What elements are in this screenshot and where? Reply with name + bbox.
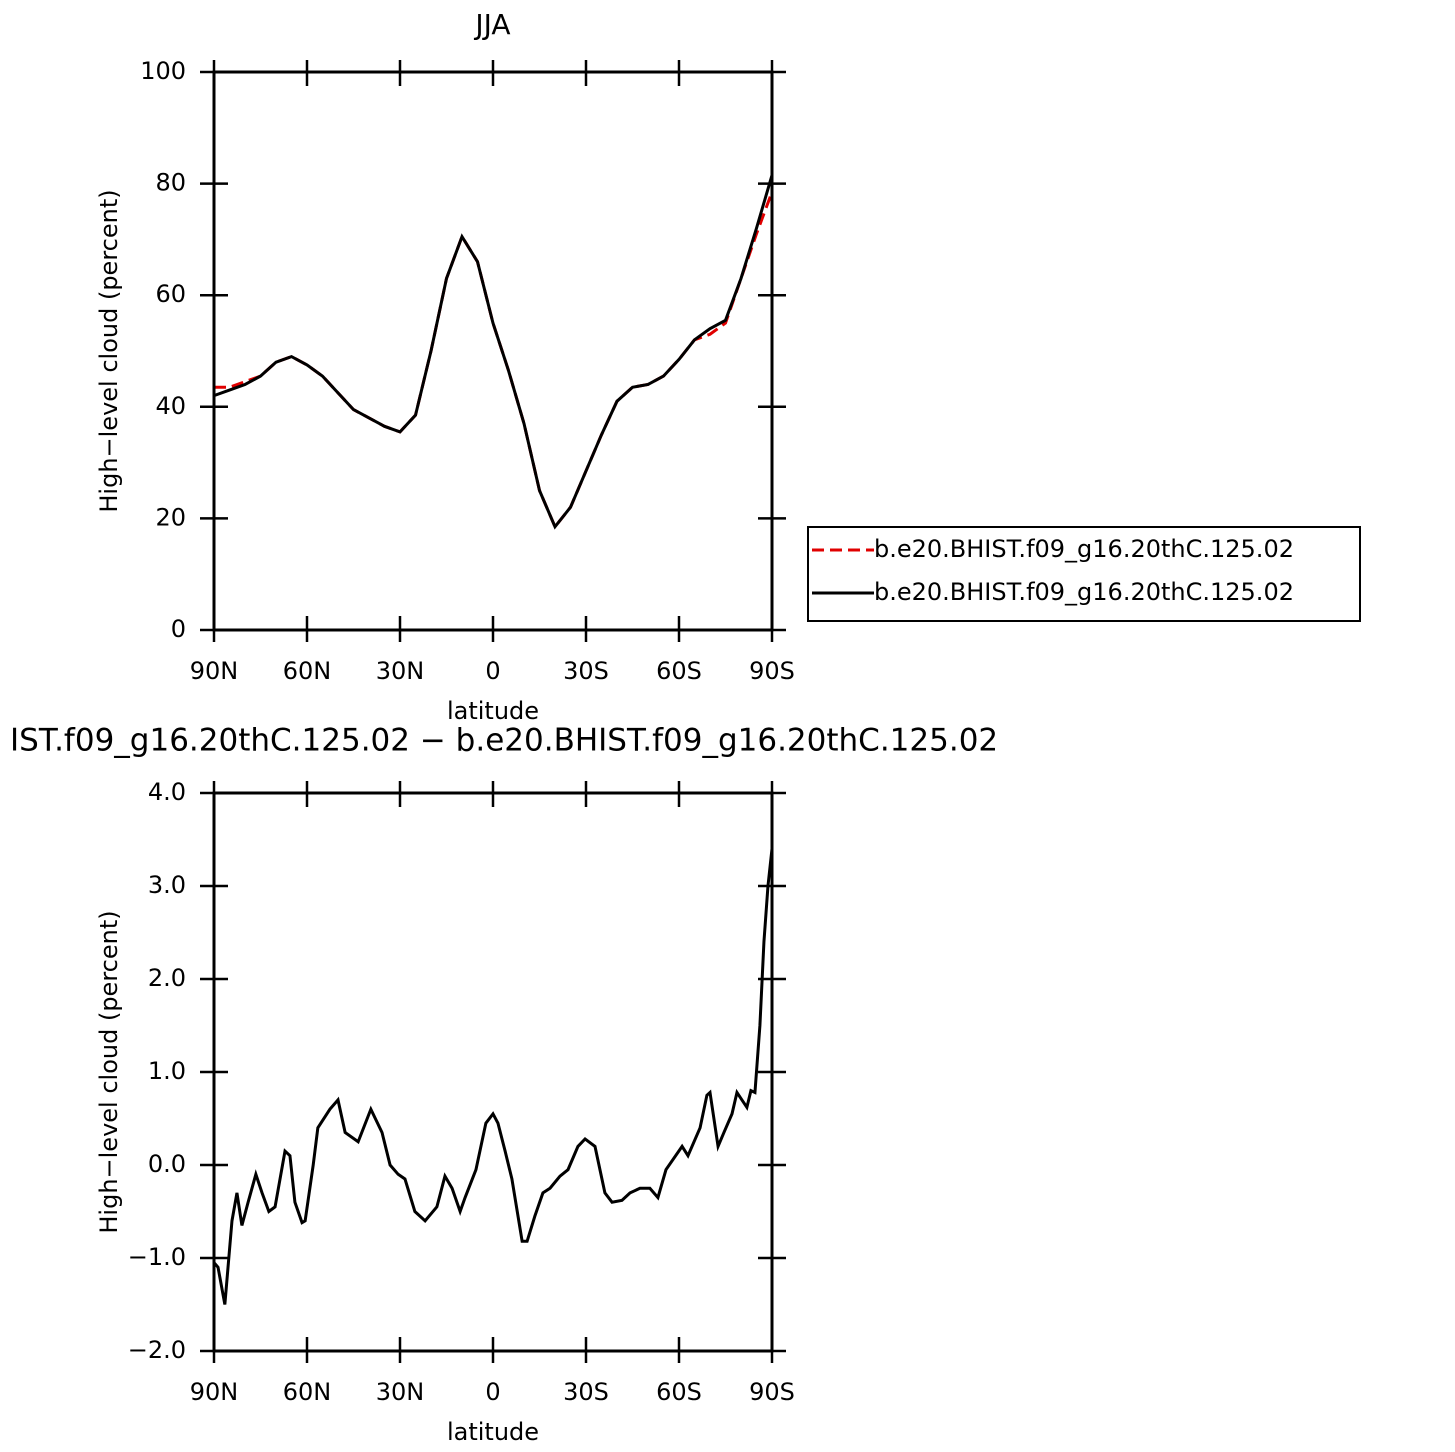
legend-box (807, 526, 1361, 622)
x-tick-label: 60N (283, 657, 332, 685)
y-tick-label: 20 (155, 503, 186, 531)
y-axis-label: High−level cloud (percent) (95, 910, 123, 1233)
chart-title: IST.f09_g16.20thC.125.02 − b.e20.BHIST.f… (10, 723, 998, 759)
chart-title: JJA (473, 8, 510, 41)
y-tick-label: 4.0 (148, 778, 186, 806)
x-tick-label: 90N (190, 1378, 239, 1406)
legend-label: b.e20.BHIST.f09_g16.20thC.125.02 (874, 535, 1294, 563)
x-tick-label: 30S (563, 657, 609, 685)
x-tick-label: 30S (563, 1378, 609, 1406)
data-line (213, 174, 774, 530)
y-tick-label: 100 (140, 57, 186, 85)
x-tick-label: 60S (656, 657, 702, 685)
y-tick-label: 0.0 (148, 1150, 186, 1178)
x-tick-label: 60S (656, 1378, 702, 1406)
y-tick-label: −1.0 (128, 1243, 186, 1271)
plot-frame (212, 791, 774, 1353)
x-axis-label: latitude (447, 697, 539, 725)
x-tick-label: 0 (485, 657, 500, 685)
x-tick-label: 30N (376, 657, 425, 685)
x-tick-label: 60N (283, 1378, 332, 1406)
y-axis-label: High−level cloud (percent) (95, 189, 123, 512)
data-line (212, 848, 774, 1305)
x-tick-label: 30N (376, 1378, 425, 1406)
plot-frame (212, 70, 774, 632)
x-tick-label: 90S (749, 657, 795, 685)
y-tick-label: 3.0 (148, 871, 186, 899)
x-tick-label: 90S (749, 1378, 795, 1406)
x-axis-label: latitude (447, 1418, 539, 1446)
legend-label: b.e20.BHIST.f09_g16.20thC.125.02 (874, 578, 1294, 606)
y-tick-label: 60 (155, 280, 186, 308)
x-tick-label: 90N (190, 657, 239, 685)
y-tick-label: 2.0 (148, 964, 186, 992)
y-tick-label: 1.0 (148, 1057, 186, 1085)
x-tick-label: 0 (485, 1378, 500, 1406)
y-tick-label: 40 (155, 392, 186, 420)
y-tick-label: −2.0 (128, 1336, 186, 1364)
y-tick-label: 80 (155, 169, 186, 197)
y-tick-label: 0 (171, 615, 186, 643)
